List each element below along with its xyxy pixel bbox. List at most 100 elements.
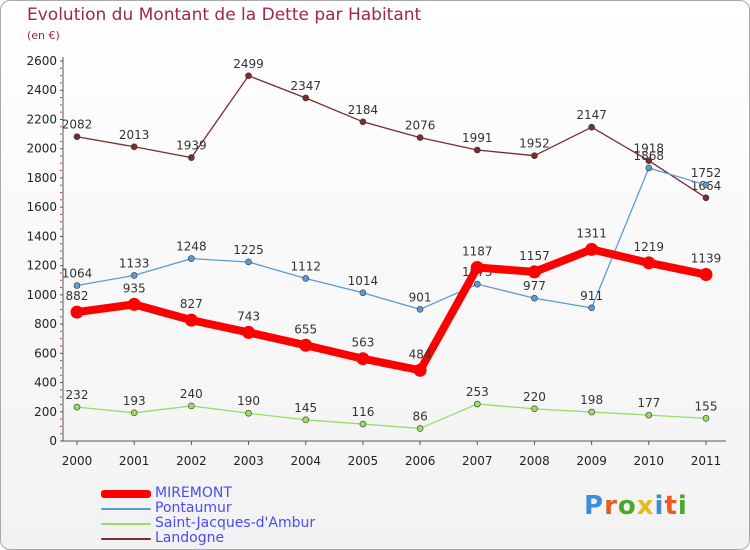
data-label: 1991 xyxy=(462,131,493,145)
legend-item: MIREMONT xyxy=(101,486,315,501)
data-point xyxy=(531,294,538,302)
data-label: 1918 xyxy=(634,142,665,156)
data-label: 2076 xyxy=(405,119,436,133)
logo-letter: i xyxy=(677,491,688,521)
x-tick-label: 2001 xyxy=(119,454,150,468)
data-point xyxy=(416,134,424,141)
legend-item: Saint-Jacques-d'Ambur xyxy=(101,516,315,531)
data-label: 190 xyxy=(237,394,260,408)
data-label: 1187 xyxy=(462,245,493,259)
data-label: 484 xyxy=(409,347,432,361)
data-point xyxy=(302,275,310,282)
data-label: 1133 xyxy=(119,256,150,270)
data-label: 232 xyxy=(66,388,89,402)
data-label: 1157 xyxy=(519,249,550,263)
data-point xyxy=(359,420,367,428)
legend: MIREMONT Pontaumur Saint-Jacques-d'Ambur La… xyxy=(101,486,315,546)
data-point xyxy=(73,282,81,289)
data-point xyxy=(299,338,313,352)
logo-letter: o xyxy=(617,491,637,521)
y-tick-label: 1200 xyxy=(26,259,57,273)
x-tick-label: 2000 xyxy=(62,454,93,468)
data-point xyxy=(359,118,367,126)
data-label: 911 xyxy=(580,289,603,303)
data-label: 220 xyxy=(523,390,546,404)
data-label: 155 xyxy=(695,399,718,413)
data-point xyxy=(188,402,195,410)
data-label: 145 xyxy=(294,401,317,415)
y-tick-label: 2600 xyxy=(26,54,57,68)
data-point xyxy=(702,194,710,202)
chart-title: Evolution du Montant de la Dette par Hab… xyxy=(27,5,422,25)
data-point xyxy=(302,416,310,424)
data-label: 240 xyxy=(180,387,203,401)
data-label: 1064 xyxy=(62,266,93,280)
logo-letter: i xyxy=(654,491,665,521)
data-point xyxy=(245,258,252,266)
data-label: 253 xyxy=(466,385,489,399)
legend-item: Landogne xyxy=(101,531,315,546)
x-tick-label: 2003 xyxy=(233,454,264,468)
y-tick-label: 800 xyxy=(34,317,57,331)
series-line-landogne xyxy=(76,75,707,199)
data-point xyxy=(130,272,138,279)
y-tick-label: 1000 xyxy=(26,288,57,302)
data-label: 977 xyxy=(523,279,546,293)
logo-letter: x xyxy=(636,491,655,521)
data-label: 2082 xyxy=(62,118,93,132)
data-point xyxy=(416,425,424,432)
data-label: 116 xyxy=(351,405,374,419)
data-point xyxy=(188,255,195,262)
data-label: 86 xyxy=(412,409,427,423)
y-tick-label: 1400 xyxy=(26,229,57,243)
x-tick-label: 2002 xyxy=(176,454,207,468)
data-point xyxy=(188,154,195,161)
x-tick-label: 2008 xyxy=(519,454,550,468)
x-tick-label: 2004 xyxy=(290,454,321,468)
data-label: 827 xyxy=(180,297,203,311)
legend-swatch xyxy=(101,537,151,540)
x-tick-label: 2009 xyxy=(576,454,607,468)
data-point xyxy=(527,265,541,279)
data-point xyxy=(413,363,427,377)
y-tick-label: 2000 xyxy=(26,142,57,156)
data-point xyxy=(473,280,481,288)
data-label: 1219 xyxy=(634,240,665,254)
data-point xyxy=(645,157,653,164)
logo-letter: P xyxy=(584,491,605,521)
data-label: 1311 xyxy=(576,226,607,240)
legend-label: Saint-Jacques-d'Ambur xyxy=(155,515,316,531)
y-tick-label: 1600 xyxy=(26,200,57,214)
x-tick-label: 2005 xyxy=(348,454,379,468)
data-point xyxy=(702,181,710,189)
data-label: 2184 xyxy=(348,103,379,117)
y-tick-label: 1800 xyxy=(26,171,57,185)
data-label: 655 xyxy=(294,322,317,336)
data-point xyxy=(245,409,252,417)
data-point xyxy=(645,411,653,419)
data-point xyxy=(585,242,599,256)
chart-unit-label: (en €) xyxy=(27,29,60,42)
legend-label: Pontaumur xyxy=(155,500,232,516)
legend-label: MIREMONT xyxy=(155,485,232,501)
data-label: 2013 xyxy=(119,128,150,142)
logo-letter: r xyxy=(604,491,618,521)
data-label: 198 xyxy=(580,393,603,407)
data-point xyxy=(702,415,710,422)
legend-item: Pontaumur xyxy=(101,501,315,516)
legend-swatch xyxy=(101,522,151,525)
data-label: 1014 xyxy=(348,274,379,288)
data-point xyxy=(130,409,138,417)
y-tick-label: 200 xyxy=(34,405,57,419)
x-tick-label: 2011 xyxy=(691,454,722,468)
data-point xyxy=(531,152,538,160)
data-label: 1952 xyxy=(519,137,550,151)
data-label: 1248 xyxy=(176,240,207,254)
data-point xyxy=(699,268,713,282)
x-tick-label: 2006 xyxy=(405,454,436,468)
y-tick-label: 600 xyxy=(34,346,57,360)
data-point xyxy=(642,256,656,270)
data-label: 1939 xyxy=(176,139,207,153)
x-tick-label: 2007 xyxy=(462,454,493,468)
